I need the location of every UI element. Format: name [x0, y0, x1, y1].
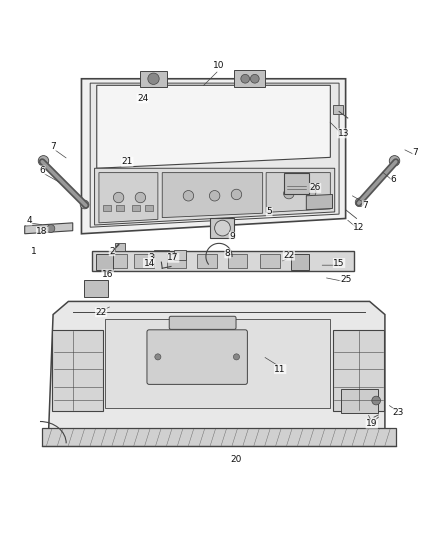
Text: 10: 10 — [213, 61, 225, 70]
FancyBboxPatch shape — [169, 316, 236, 329]
Bar — [132, 205, 140, 211]
Bar — [228, 254, 247, 268]
Text: 14: 14 — [144, 259, 155, 268]
Circle shape — [135, 192, 146, 203]
Text: 7: 7 — [362, 201, 368, 210]
Text: 26: 26 — [309, 183, 321, 192]
Text: 20: 20 — [231, 455, 242, 464]
Circle shape — [305, 187, 316, 198]
Polygon shape — [81, 79, 346, 234]
Bar — [145, 205, 152, 211]
Circle shape — [80, 200, 89, 209]
Bar — [103, 205, 111, 211]
Circle shape — [284, 188, 294, 199]
Circle shape — [155, 354, 161, 360]
Circle shape — [233, 354, 240, 360]
Text: 7: 7 — [413, 149, 418, 157]
Polygon shape — [266, 173, 330, 212]
Text: 19: 19 — [366, 419, 378, 428]
Text: 12: 12 — [353, 223, 364, 232]
Polygon shape — [52, 330, 103, 410]
Circle shape — [148, 73, 159, 84]
Circle shape — [231, 189, 242, 200]
Bar — [153, 250, 169, 262]
Circle shape — [241, 75, 250, 83]
Polygon shape — [162, 173, 263, 217]
Bar — [166, 254, 186, 268]
Polygon shape — [49, 302, 385, 443]
Polygon shape — [332, 330, 384, 410]
Text: 11: 11 — [274, 365, 286, 374]
Text: 6: 6 — [39, 166, 45, 175]
Text: 3: 3 — [148, 253, 154, 262]
Text: 13: 13 — [338, 129, 349, 138]
Bar — [341, 389, 378, 413]
Circle shape — [38, 156, 49, 166]
Circle shape — [47, 224, 55, 232]
Text: 8: 8 — [225, 249, 231, 258]
Text: 25: 25 — [340, 275, 351, 284]
Circle shape — [389, 156, 400, 166]
Bar — [332, 105, 343, 114]
Polygon shape — [105, 319, 330, 408]
Polygon shape — [25, 223, 73, 234]
Text: 21: 21 — [122, 157, 133, 166]
Polygon shape — [90, 83, 339, 227]
Text: 5: 5 — [266, 207, 272, 216]
Bar — [261, 254, 280, 268]
Polygon shape — [97, 85, 330, 168]
Bar — [210, 219, 234, 238]
Text: 16: 16 — [102, 270, 113, 279]
FancyBboxPatch shape — [147, 330, 247, 384]
Polygon shape — [306, 195, 332, 210]
Bar — [291, 254, 308, 270]
Text: 15: 15 — [333, 259, 345, 268]
Polygon shape — [99, 173, 158, 223]
Circle shape — [355, 198, 364, 207]
Circle shape — [251, 75, 259, 83]
Bar — [134, 254, 153, 268]
Bar — [108, 254, 127, 268]
Circle shape — [209, 190, 220, 201]
Text: 18: 18 — [36, 227, 48, 236]
Text: 1: 1 — [31, 247, 36, 256]
Bar — [141, 71, 166, 87]
Text: 24: 24 — [137, 94, 148, 103]
Text: 17: 17 — [167, 253, 179, 262]
Bar — [96, 254, 113, 270]
Polygon shape — [42, 428, 396, 446]
Bar — [84, 280, 108, 297]
Circle shape — [113, 192, 124, 203]
Bar — [197, 254, 217, 268]
Text: 22: 22 — [95, 308, 107, 317]
Text: 2: 2 — [109, 247, 115, 256]
Text: 22: 22 — [283, 251, 294, 260]
Text: 9: 9 — [229, 232, 235, 241]
Bar — [117, 205, 124, 211]
Circle shape — [372, 396, 381, 405]
Text: 7: 7 — [50, 142, 56, 151]
Polygon shape — [92, 251, 354, 271]
Polygon shape — [95, 168, 335, 225]
Text: 4: 4 — [26, 216, 32, 225]
Bar — [115, 244, 125, 251]
Bar — [173, 250, 186, 260]
Text: 6: 6 — [391, 175, 396, 184]
Bar — [234, 70, 265, 87]
Bar — [285, 173, 308, 195]
Circle shape — [183, 190, 194, 201]
Circle shape — [215, 220, 230, 236]
Text: 23: 23 — [392, 408, 404, 417]
